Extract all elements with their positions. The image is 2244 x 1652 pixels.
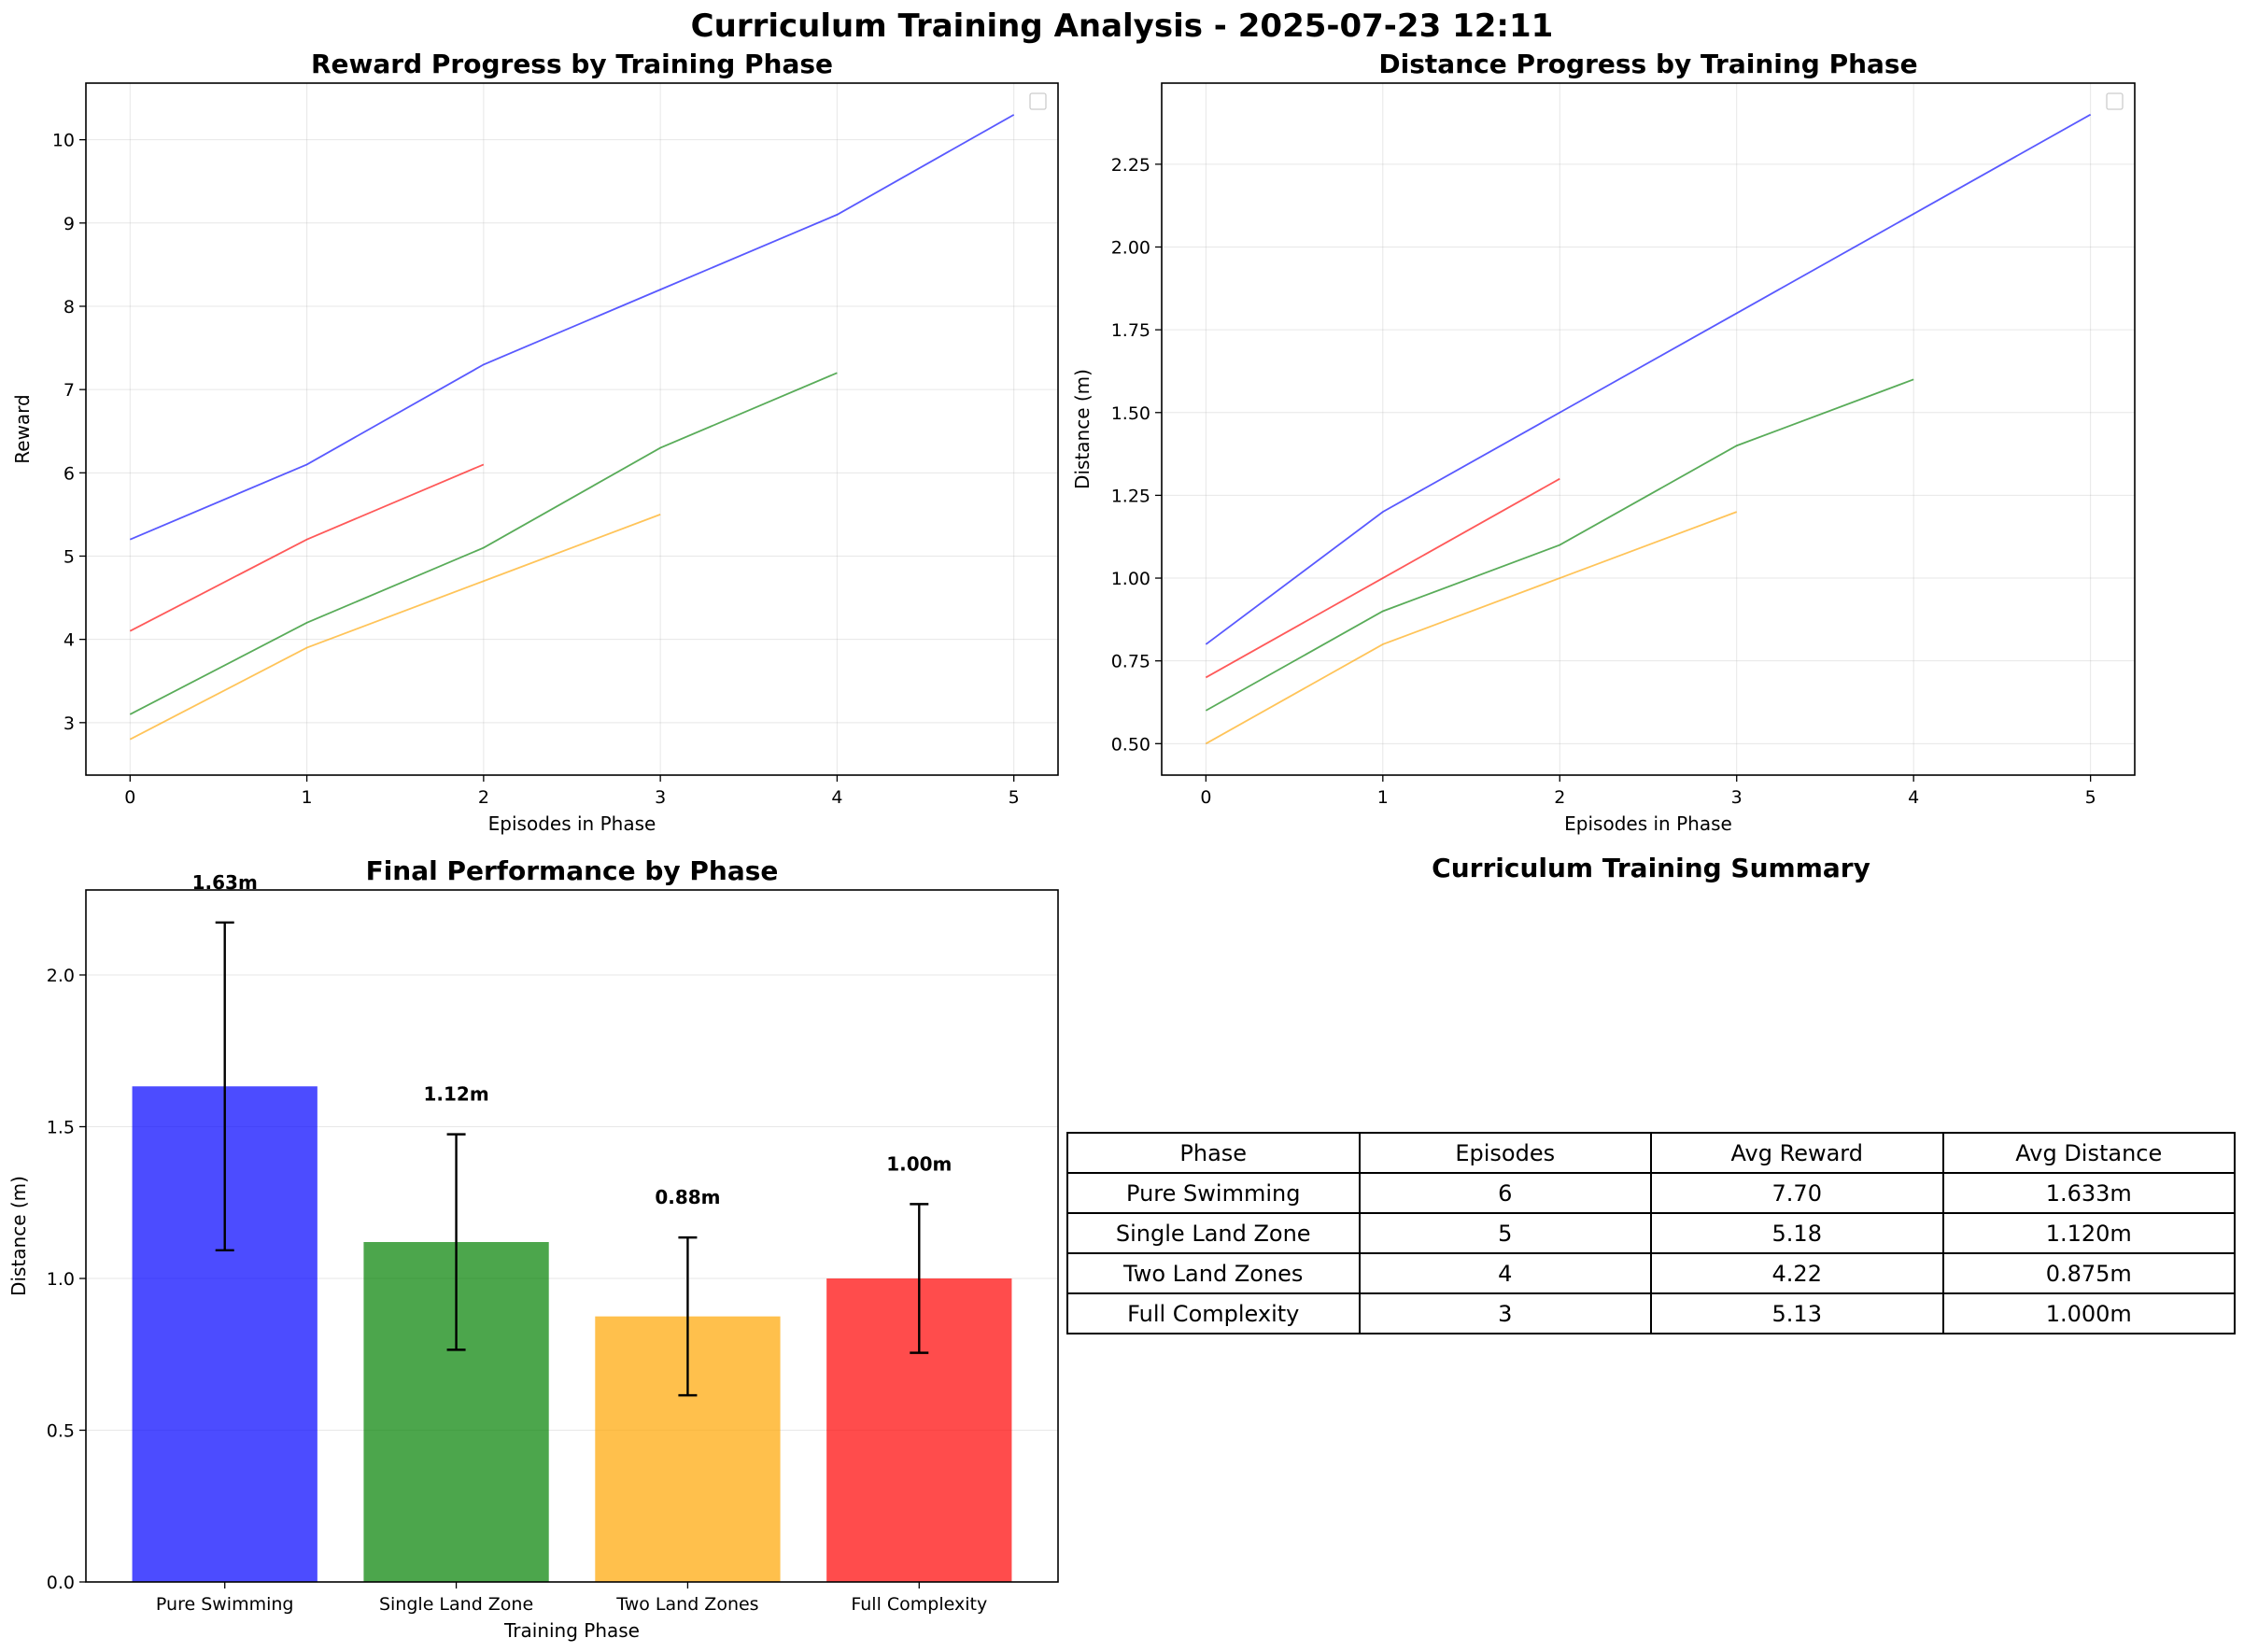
y-tick-label: 2.25 xyxy=(1111,155,1150,176)
table-cell: Pure Swimming xyxy=(1066,1172,1361,1214)
table-cell: 5 xyxy=(1358,1212,1652,1254)
x-tick-label: 0 xyxy=(1200,787,1211,808)
header-avg-distance: Avg Distance xyxy=(1941,1132,2236,1174)
y-tick-label: 2.0 xyxy=(47,966,75,986)
table-row: Full Complexity 3 5.13 1.000m xyxy=(1066,1292,2236,1334)
x-axis-label: Training Phase xyxy=(503,1619,640,1642)
table-cell: 5.18 xyxy=(1650,1212,1944,1254)
table-cell: 3 xyxy=(1358,1292,1652,1334)
table-cell: 1.633m xyxy=(1941,1172,2236,1214)
table-cell: 4 xyxy=(1358,1252,1652,1294)
table-cell: 4.22 xyxy=(1650,1252,1944,1294)
bar-value-label: 0.88m xyxy=(655,1186,720,1208)
header-avg-reward: Avg Reward xyxy=(1650,1132,1944,1174)
y-tick-label: 1.5 xyxy=(47,1118,75,1138)
y-tick-label: 1.50 xyxy=(1111,403,1150,424)
series-line-3 xyxy=(129,514,661,741)
y-tick-label: 1.25 xyxy=(1111,486,1150,506)
x-tick-label: 5 xyxy=(2085,787,2096,808)
axes-frame xyxy=(85,82,1059,776)
table-row: Pure Swimming 6 7.70 1.633m xyxy=(1066,1172,2236,1214)
distance-chart: 0 1 2 3 4 5 0.50 0.75 1.00 1.25 1.50 1.75 2.00 2.25 Di… xyxy=(1071,49,2136,835)
table-cell: 1.120m xyxy=(1941,1212,2236,1254)
series-line-1 xyxy=(129,114,1015,541)
table-header-row: Phase Episodes Avg Reward Avg Distance xyxy=(1066,1132,2236,1174)
series-line-1 xyxy=(1205,113,2092,645)
table-cell: 5.13 xyxy=(1650,1292,1944,1334)
y-axis-label: Distance (m) xyxy=(7,1176,30,1296)
series-line-4 xyxy=(129,463,485,632)
y-tick-label: 2.00 xyxy=(1111,238,1150,259)
x-axis-label: Episodes in Phase xyxy=(488,812,656,835)
summary-table: Phase Episodes Avg Reward Avg Distance P… xyxy=(1066,1132,2236,1334)
x-tick-label: 0 xyxy=(124,787,135,808)
y-tick-label: 7 xyxy=(64,380,75,401)
y-tick-label: 5 xyxy=(64,546,75,567)
y-tick-label: 8 xyxy=(64,297,75,318)
table-cell: 0.875m xyxy=(1941,1252,2236,1294)
table-cell: 1.000m xyxy=(1941,1292,2236,1334)
header-phase: Phase xyxy=(1066,1132,1361,1174)
y-tick-label: 0.75 xyxy=(1111,652,1150,672)
y-tick-label: 9 xyxy=(64,214,75,234)
y-tick-label: 6 xyxy=(64,463,75,484)
axes-frame xyxy=(85,889,1059,1583)
y-tick-label: 0.0 xyxy=(47,1573,75,1593)
chart-title: Final Performance by Phase xyxy=(366,855,779,886)
table-row: Single Land Zone 5 5.18 1.120m xyxy=(1066,1212,2236,1254)
table-cell: Two Land Zones xyxy=(1066,1252,1361,1294)
x-tick-label: 1 xyxy=(302,787,313,808)
table-cell: Full Complexity xyxy=(1066,1292,1361,1334)
chart-title: Distance Progress by Training Phase xyxy=(1378,49,1917,79)
x-tick-label: Single Land Zone xyxy=(379,1594,533,1615)
x-tick-label: 3 xyxy=(655,787,666,808)
chart-title: Reward Progress by Training Phase xyxy=(311,49,833,79)
table-row: Two Land Zones 4 4.22 0.875m xyxy=(1066,1252,2236,1294)
y-axis-label: Reward xyxy=(11,394,34,463)
y-tick-label: 4 xyxy=(64,630,75,651)
table-cell: 6 xyxy=(1358,1172,1652,1214)
bar-value-label: 1.00m xyxy=(886,1152,952,1175)
x-tick-label: 2 xyxy=(1554,787,1565,808)
x-tick-label: 2 xyxy=(478,787,489,808)
summary-title: Curriculum Training Summary xyxy=(1432,853,1870,883)
x-tick-label: 4 xyxy=(1908,787,1919,808)
series-line-2 xyxy=(129,372,838,715)
x-axis-label: Episodes in Phase xyxy=(1564,812,1732,835)
x-tick-label: 5 xyxy=(1009,787,1020,808)
reward-chart: 0 1 2 3 4 5 3 4 5 6 7 8 9 10 Reward Progress by Traini… xyxy=(11,49,1059,835)
series-line-4 xyxy=(1205,477,1560,679)
axes-frame xyxy=(1161,82,2136,776)
series-line-3 xyxy=(1205,511,1738,745)
y-tick-label: 3 xyxy=(64,713,75,734)
bar-value-label: 1.12m xyxy=(423,1083,488,1106)
y-tick-label: 10 xyxy=(52,131,75,151)
header-episodes: Episodes xyxy=(1358,1132,1652,1174)
y-tick-label: 1.00 xyxy=(1111,569,1150,589)
x-tick-label: Two Land Zones xyxy=(615,1594,758,1615)
legend-box xyxy=(1029,92,1047,110)
legend-box xyxy=(2106,92,2124,110)
table-cell: Single Land Zone xyxy=(1066,1212,1361,1254)
series-line-2 xyxy=(1205,378,1914,712)
x-tick-label: 1 xyxy=(1377,787,1389,808)
x-tick-label: Pure Swimming xyxy=(156,1594,294,1615)
y-tick-label: 1.0 xyxy=(47,1269,75,1290)
x-tick-label: 3 xyxy=(1731,787,1743,808)
y-tick-label: 1.75 xyxy=(1111,320,1150,341)
page-title: Curriculum Training Analysis - 2025-07-2… xyxy=(690,7,1554,45)
table-cell: 7.70 xyxy=(1650,1172,1944,1214)
x-tick-label: 4 xyxy=(831,787,842,808)
y-axis-label: Distance (m) xyxy=(1071,369,1094,489)
y-tick-label: 0.5 xyxy=(47,1421,75,1442)
y-tick-label: 0.50 xyxy=(1111,734,1150,755)
x-tick-label: Full Complexity xyxy=(851,1594,987,1615)
